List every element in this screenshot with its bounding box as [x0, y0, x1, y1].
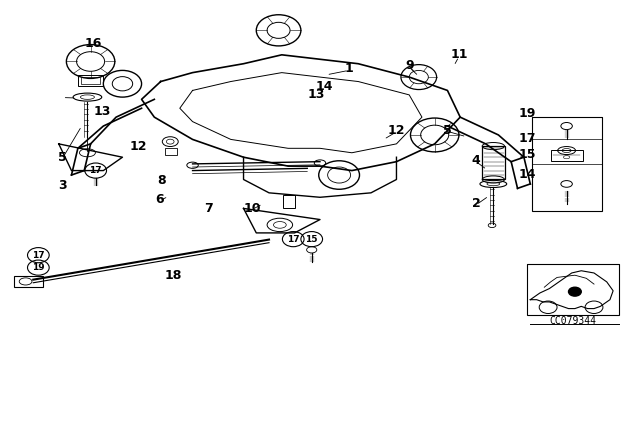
Bar — [550, 150, 582, 161]
Bar — [483, 146, 505, 180]
Text: 4: 4 — [472, 154, 481, 167]
Text: 5: 5 — [443, 124, 452, 137]
Text: 17: 17 — [287, 235, 300, 244]
Bar — [81, 77, 100, 84]
Text: 12: 12 — [388, 124, 405, 137]
Bar — [283, 195, 294, 208]
Text: CC079344: CC079344 — [550, 316, 596, 326]
Bar — [14, 276, 43, 287]
Bar — [527, 264, 620, 315]
Text: 14: 14 — [519, 168, 536, 181]
Text: 1: 1 — [344, 62, 353, 75]
Text: 10: 10 — [244, 202, 261, 215]
Text: 17: 17 — [32, 251, 45, 260]
Text: 9: 9 — [405, 59, 413, 72]
Text: 19: 19 — [32, 263, 45, 272]
Text: 17: 17 — [90, 166, 102, 175]
Text: 15: 15 — [519, 147, 536, 160]
Circle shape — [568, 287, 581, 296]
Bar — [78, 75, 103, 86]
Text: 19: 19 — [519, 107, 536, 120]
Text: 14: 14 — [315, 80, 333, 93]
Text: 16: 16 — [84, 37, 102, 50]
Bar — [532, 117, 602, 211]
Text: 7: 7 — [204, 202, 213, 215]
Text: 5: 5 — [58, 151, 67, 164]
Text: 8: 8 — [157, 174, 166, 187]
Text: 3: 3 — [58, 179, 67, 192]
Text: 17: 17 — [519, 132, 536, 145]
Text: 2: 2 — [472, 198, 481, 211]
Text: 13: 13 — [307, 88, 325, 101]
Text: 13: 13 — [93, 105, 111, 118]
Text: 12: 12 — [130, 141, 147, 154]
Text: 6: 6 — [155, 193, 164, 206]
Text: 11: 11 — [450, 48, 468, 61]
Text: 18: 18 — [164, 269, 182, 282]
Text: 15: 15 — [305, 235, 318, 244]
Bar — [164, 148, 177, 155]
